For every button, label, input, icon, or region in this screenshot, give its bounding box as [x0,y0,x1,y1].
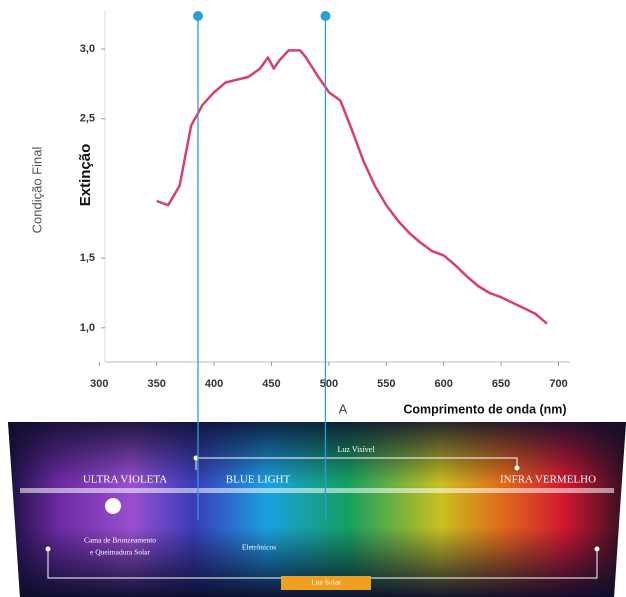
x-tick-label: 550 [377,378,395,390]
y-tick-label: 3,0 [80,43,95,55]
uv-label: ULTRA VIOLETA [83,474,167,486]
visible-label: Luz Visível [338,445,376,454]
sun-dot [105,498,121,514]
chart: Condição Final Extinção A Comprimento de… [29,10,570,416]
x-tick-label: 500 [320,378,338,390]
visible-bracket [195,457,518,470]
y-axis-title: Condição Final [29,147,44,234]
data-line [156,49,548,325]
bracket-dot [594,546,600,552]
x-tick-label: 400 [205,378,223,390]
x-axis-title: Comprimento de onda (nm) [403,402,566,416]
sunlight-label: Luz Solar [311,578,341,587]
x-tick-label: 700 [549,378,567,390]
x-tick-label: 350 [147,378,165,390]
bracket-dot [193,455,199,461]
uv-note: e Queimadura Solar [90,548,150,557]
x-axis-short: A [339,401,348,416]
uv-note: Cama de Bronzeamento [84,536,156,545]
ir-label: INFRA VERMELHO [500,474,596,486]
y-tick-label: 2,5 [80,113,95,125]
marker-dot [193,11,203,21]
x-tick-label: 300 [90,378,108,390]
y-tick-label: 1,0 [80,322,95,334]
spectrum-shade [8,422,626,597]
sunlight-box [281,576,371,590]
blue-label: BLUE LIGHT [226,474,291,486]
marker-dot [320,11,331,21]
electronics-label: Eletrônicos [242,543,276,552]
light-streak [20,488,614,493]
bracket-dot [45,546,51,552]
y-tick-label: 1,5 [80,252,95,264]
bracket-dot [514,465,520,471]
x-tick-label: 650 [492,378,510,390]
y-axis-title-2: Extinção [77,144,94,207]
x-tick-label: 600 [435,378,453,390]
spectrum-banner: Luz Visível ULTRA VIOLETA BLUE LIGHT INF… [8,422,626,597]
x-tick-label: 450 [262,378,280,390]
